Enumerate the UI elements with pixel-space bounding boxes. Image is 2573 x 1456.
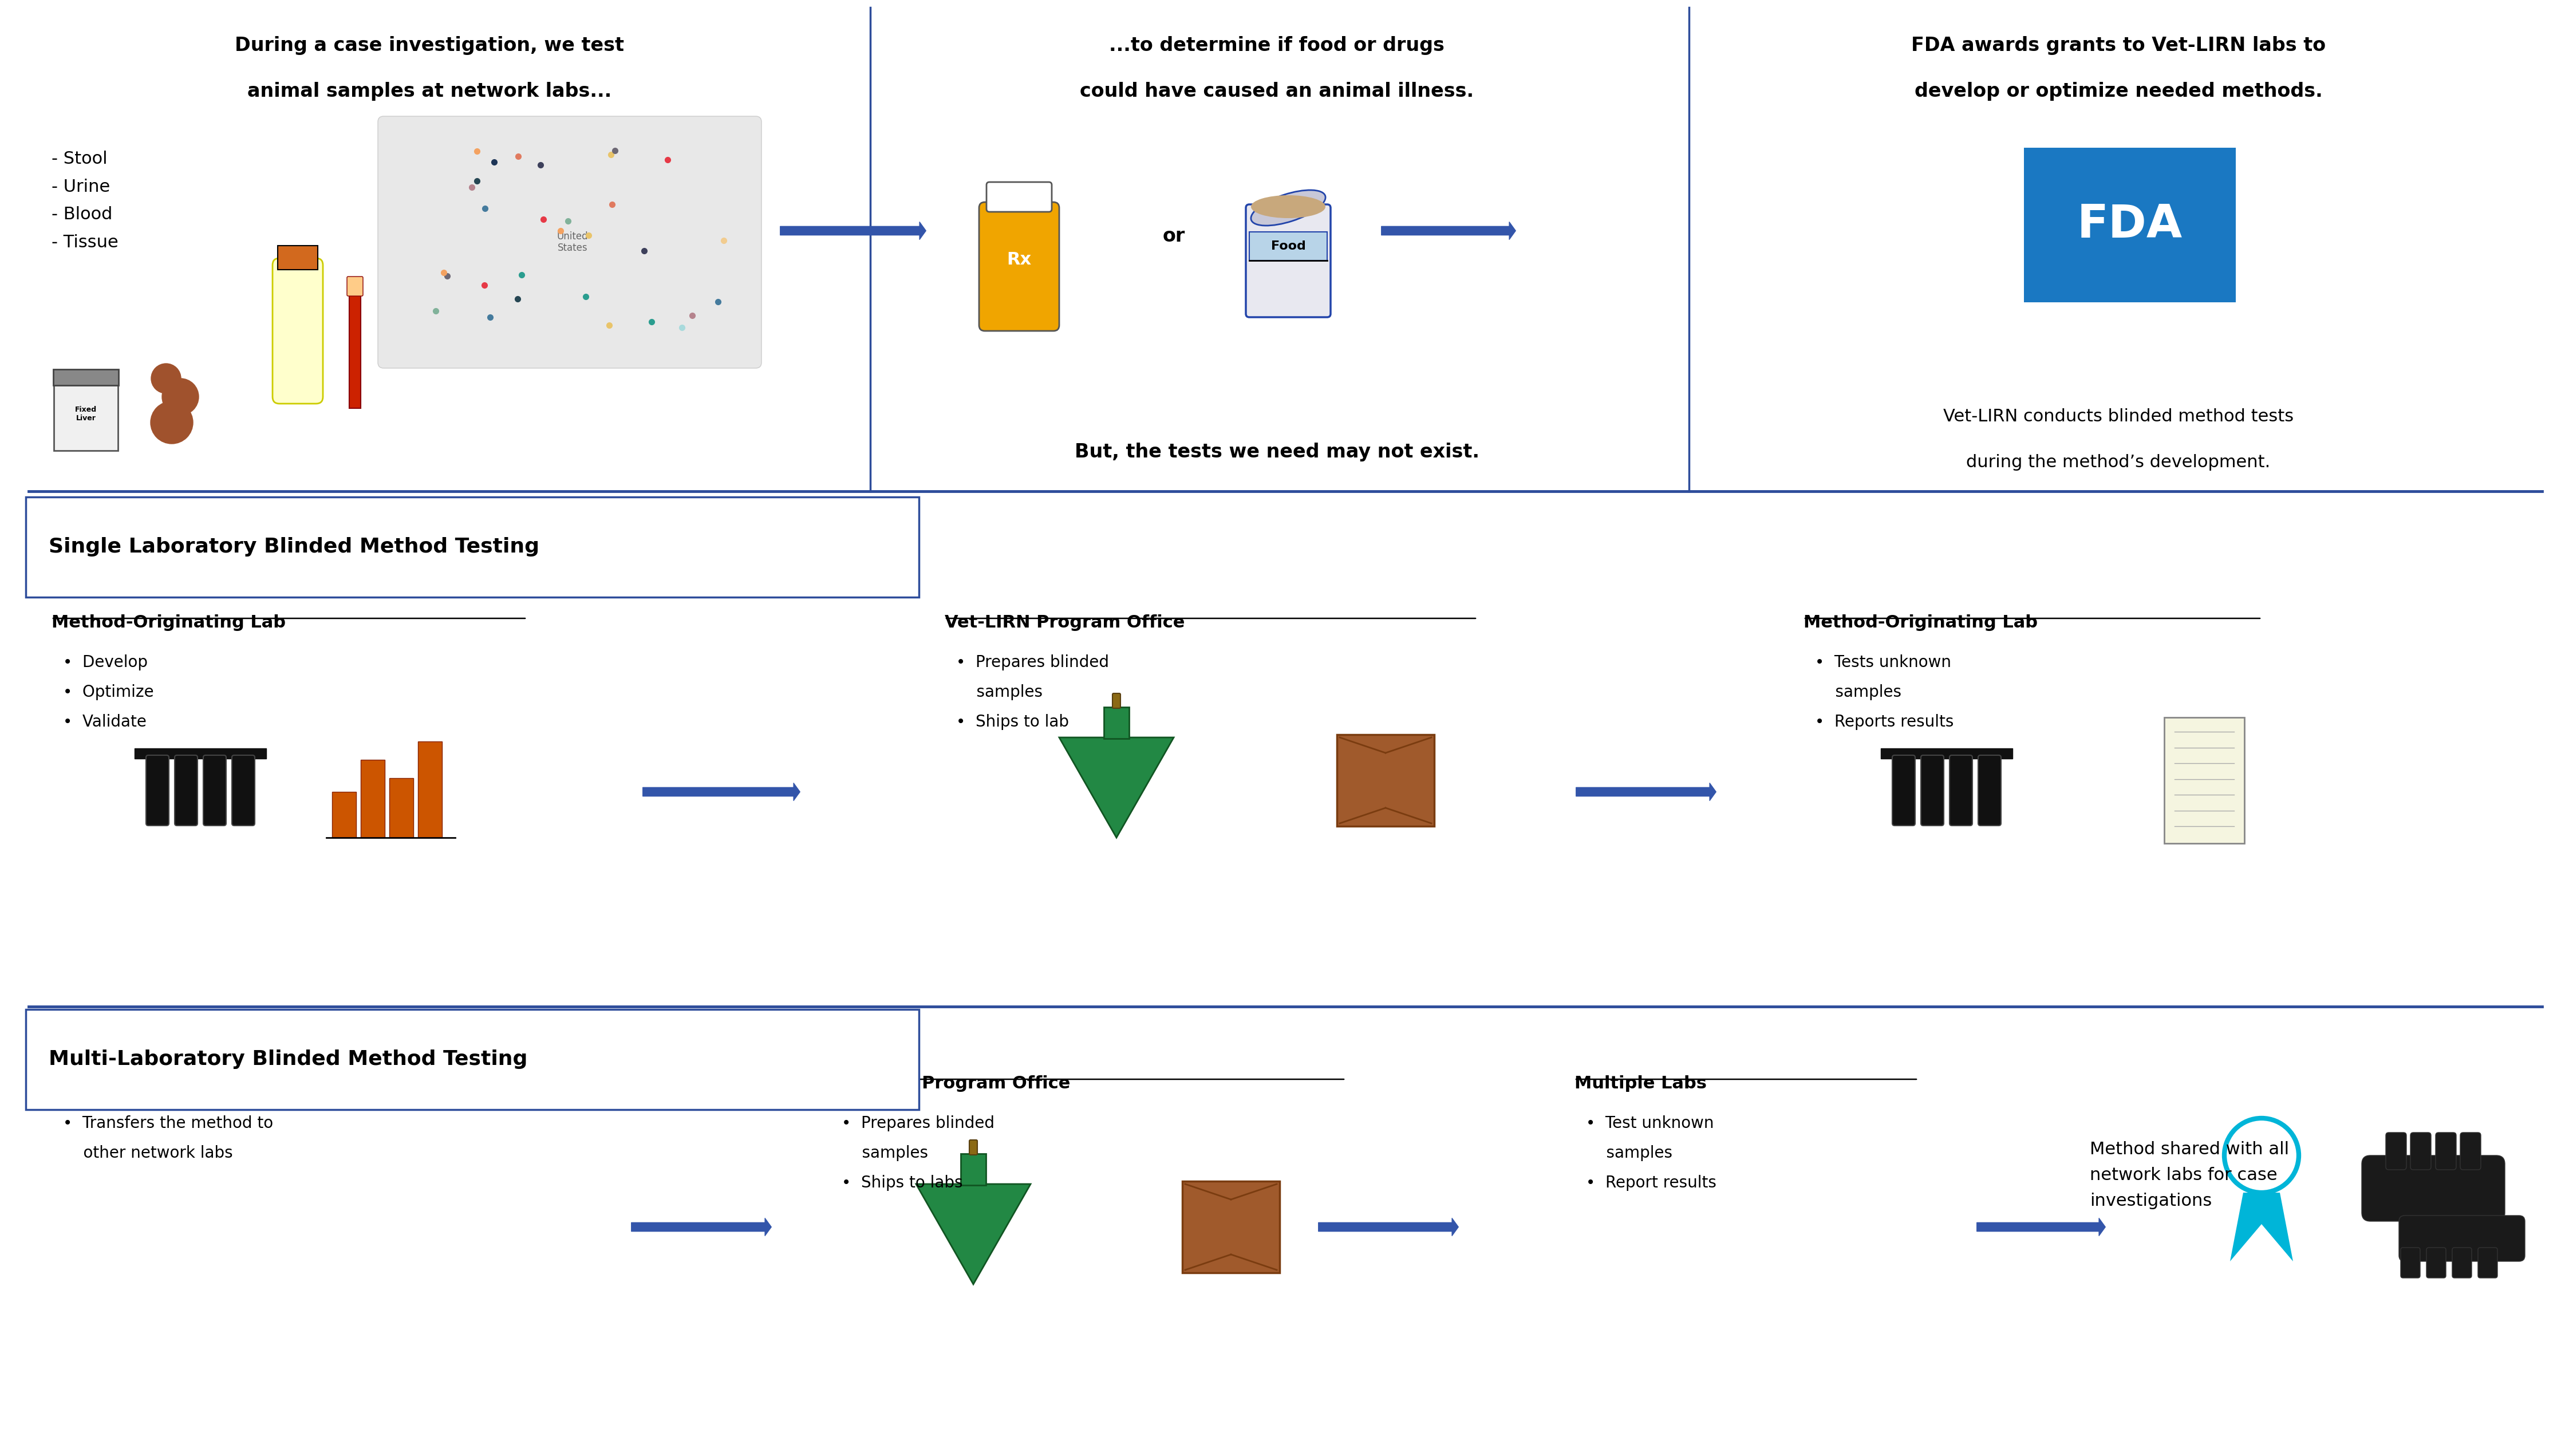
- Text: But, the tests we need may not exist.: But, the tests we need may not exist.: [1076, 443, 1479, 462]
- Polygon shape: [1060, 737, 1173, 837]
- Text: •  Transfers the method to
    other network labs: • Transfers the method to other network …: [62, 1115, 273, 1162]
- FancyBboxPatch shape: [175, 756, 198, 826]
- FancyBboxPatch shape: [2025, 147, 2236, 303]
- FancyBboxPatch shape: [2401, 1248, 2421, 1278]
- Text: Method-Originating Lab: Method-Originating Lab: [1804, 614, 2038, 630]
- Text: FDA: FDA: [2076, 202, 2182, 248]
- Text: Method-Originating Lab: Method-Originating Lab: [51, 1075, 286, 1092]
- Bar: [960, 1153, 985, 1185]
- FancyBboxPatch shape: [1922, 756, 1943, 826]
- Text: develop or optimize needed methods.: develop or optimize needed methods.: [1914, 82, 2323, 100]
- Text: During a case investigation, we test: During a case investigation, we test: [234, 36, 625, 55]
- FancyBboxPatch shape: [1112, 693, 1119, 708]
- Text: Rx: Rx: [1006, 250, 1032, 268]
- FancyBboxPatch shape: [2385, 1133, 2406, 1169]
- FancyBboxPatch shape: [2362, 1156, 2506, 1222]
- Text: Multi-Laboratory Blinded Method Testing: Multi-Laboratory Blinded Method Testing: [49, 1050, 527, 1069]
- FancyBboxPatch shape: [347, 277, 363, 296]
- Bar: [2164, 718, 2244, 843]
- FancyBboxPatch shape: [1184, 1181, 1279, 1273]
- Bar: [389, 778, 414, 837]
- FancyBboxPatch shape: [2460, 1133, 2480, 1169]
- Text: Fixed
Liver: Fixed Liver: [75, 406, 98, 422]
- Text: - Stool
- Urine
- Blood
- Tissue: - Stool - Urine - Blood - Tissue: [51, 150, 118, 250]
- FancyBboxPatch shape: [26, 1009, 919, 1109]
- FancyBboxPatch shape: [1338, 735, 1433, 826]
- Text: •  Tests unknown
    samples
•  Reports results: • Tests unknown samples • Reports result…: [1814, 654, 1953, 731]
- FancyBboxPatch shape: [1245, 204, 1330, 317]
- FancyBboxPatch shape: [970, 1140, 978, 1155]
- FancyBboxPatch shape: [1891, 756, 1914, 826]
- Circle shape: [162, 379, 198, 415]
- Text: Method shared with all
network labs for case
investigations: Method shared with all network labs for …: [2089, 1142, 2290, 1210]
- Text: •  Develop
•  Optimize
•  Validate: • Develop • Optimize • Validate: [62, 654, 154, 731]
- FancyBboxPatch shape: [980, 202, 1060, 331]
- Text: •  Prepares blinded
    samples
•  Ships to labs: • Prepares blinded samples • Ships to la…: [841, 1115, 996, 1191]
- FancyBboxPatch shape: [985, 182, 1052, 211]
- FancyBboxPatch shape: [2478, 1248, 2498, 1278]
- FancyBboxPatch shape: [26, 496, 919, 597]
- FancyBboxPatch shape: [2398, 1216, 2524, 1261]
- FancyBboxPatch shape: [2452, 1248, 2473, 1278]
- Polygon shape: [916, 1184, 1032, 1284]
- Ellipse shape: [1250, 191, 1325, 226]
- Bar: [360, 760, 386, 837]
- Bar: [332, 792, 355, 837]
- FancyBboxPatch shape: [1950, 756, 1973, 826]
- Bar: [278, 246, 316, 269]
- FancyBboxPatch shape: [2426, 1248, 2447, 1278]
- FancyBboxPatch shape: [54, 383, 118, 450]
- Circle shape: [152, 402, 193, 444]
- Bar: [1881, 748, 2012, 759]
- FancyBboxPatch shape: [1979, 756, 2002, 826]
- FancyBboxPatch shape: [2437, 1133, 2457, 1169]
- FancyBboxPatch shape: [203, 756, 226, 826]
- Text: during the method’s development.: during the method’s development.: [1966, 454, 2269, 470]
- Bar: [54, 370, 118, 386]
- FancyBboxPatch shape: [378, 116, 762, 368]
- Text: •  Prepares blinded
    samples
•  Ships to lab: • Prepares blinded samples • Ships to la…: [957, 654, 1109, 731]
- Polygon shape: [2231, 1192, 2262, 1261]
- Text: Multiple Labs: Multiple Labs: [1575, 1075, 1706, 1092]
- Text: United
States: United States: [556, 232, 589, 253]
- Text: Single Laboratory Blinded Method Testing: Single Laboratory Blinded Method Testing: [49, 537, 540, 556]
- Text: Vet-LIRN Program Office: Vet-LIRN Program Office: [944, 614, 1184, 630]
- Text: Food: Food: [1271, 240, 1305, 252]
- Bar: [417, 741, 443, 837]
- Polygon shape: [2262, 1192, 2293, 1261]
- FancyBboxPatch shape: [2411, 1133, 2431, 1169]
- Text: Method-Originating Lab: Method-Originating Lab: [51, 614, 286, 630]
- Text: or: or: [1163, 227, 1186, 246]
- FancyBboxPatch shape: [147, 756, 170, 826]
- Text: Vet-LIRN Program Office: Vet-LIRN Program Office: [831, 1075, 1070, 1092]
- Bar: [350, 294, 360, 408]
- Text: could have caused an animal illness.: could have caused an animal illness.: [1081, 82, 1474, 100]
- Text: ...to determine if food or drugs: ...to determine if food or drugs: [1109, 36, 1443, 55]
- Text: •  Test unknown
    samples
•  Report results: • Test unknown samples • Report results: [1585, 1115, 1716, 1191]
- Text: Vet-LIRN conducts blinded method tests: Vet-LIRN conducts blinded method tests: [1943, 408, 2293, 425]
- Text: animal samples at network labs...: animal samples at network labs...: [247, 82, 612, 100]
- FancyBboxPatch shape: [273, 258, 324, 403]
- Bar: [1104, 708, 1130, 738]
- Ellipse shape: [1250, 195, 1325, 218]
- Bar: [1250, 232, 1328, 261]
- Text: FDA awards grants to Vet-LIRN labs to: FDA awards grants to Vet-LIRN labs to: [1912, 36, 2326, 55]
- FancyBboxPatch shape: [232, 756, 255, 826]
- Bar: [134, 748, 265, 759]
- Circle shape: [152, 364, 180, 393]
